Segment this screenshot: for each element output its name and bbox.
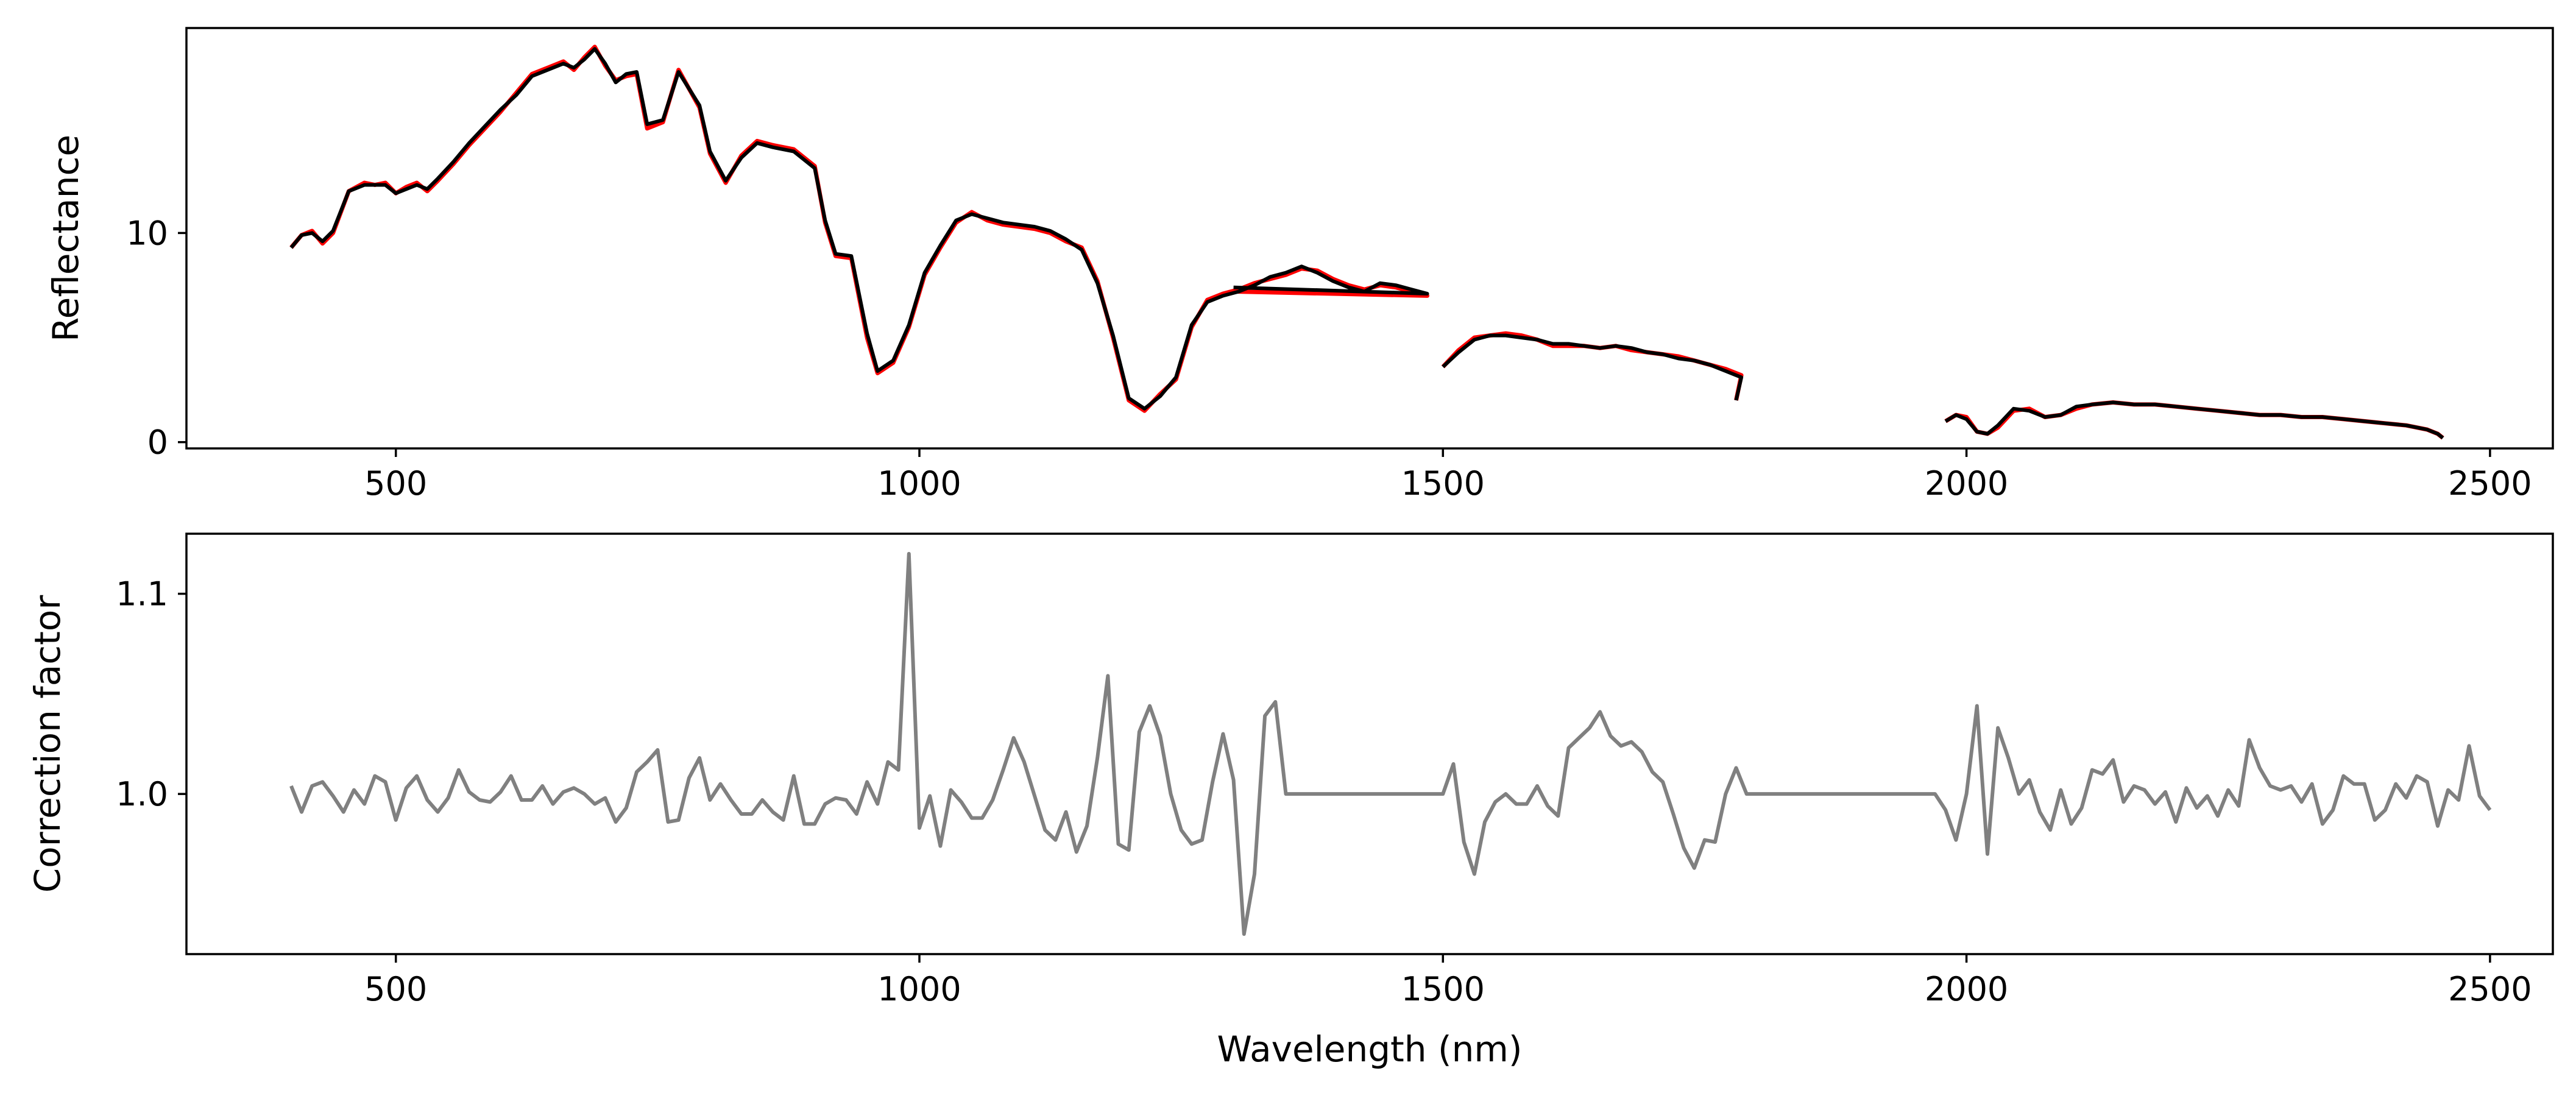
x-tick-label: 2500 — [2448, 970, 2532, 1008]
correction-factor-panel: 500 1000 1500 2000 2500 1.0 1.1 Correction fact… — [27, 532, 2554, 1070]
series-0-segment-1-line — [1441, 331, 1744, 401]
x-tick-label: 500 — [364, 970, 427, 1008]
y-tick-label: 1.1 — [116, 575, 168, 614]
x-tick-label: 1500 — [1401, 970, 1485, 1008]
x-tick-label: 2500 — [2448, 464, 2532, 503]
x-tick-label: 1000 — [877, 970, 961, 1008]
y-axis-label: Correction factor — [27, 595, 68, 893]
x-tick-label: 2000 — [1925, 464, 2008, 503]
x-axis-label: Wavelength (nm) — [1217, 1028, 1522, 1070]
plot-frame — [185, 27, 2554, 450]
x-tick-label: 500 — [364, 464, 427, 503]
y-axis-label: Reflectance — [45, 135, 87, 342]
series-0-segment-0-line — [289, 551, 2492, 936]
x-tick-label: 1000 — [877, 464, 961, 503]
series-1-segment-1-line — [1442, 333, 1744, 401]
x-tick-label: 2000 — [1925, 970, 2008, 1008]
x-tick-label: 1500 — [1401, 464, 1485, 503]
series-1-segment-0-line — [289, 47, 1429, 411]
y-tick-label: 1.0 — [116, 775, 168, 813]
reflectance-panel: 500 1000 1500 2000 2500 0 10 Reflectance — [45, 27, 2554, 503]
plot-frame — [185, 532, 2554, 955]
y-tick-label: 10 — [126, 214, 168, 252]
series-0-segment-0-line — [289, 44, 1429, 413]
y-tick-label: 0 — [147, 423, 168, 462]
series-1-segment-2-line — [1944, 400, 2444, 440]
